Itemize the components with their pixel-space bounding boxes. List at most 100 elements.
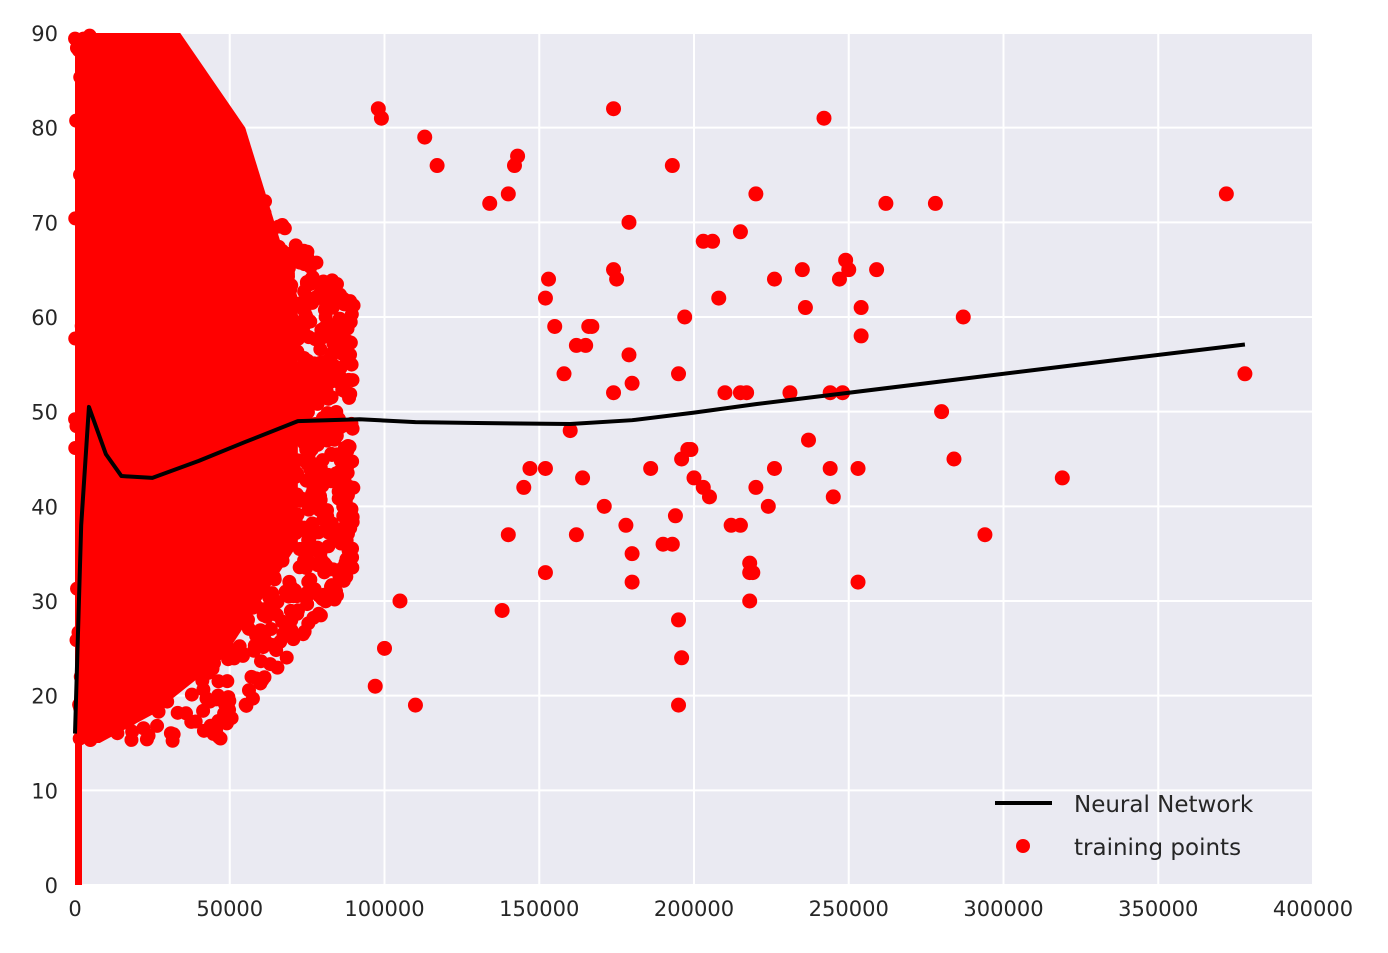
training-point (711, 290, 727, 306)
training-point (766, 271, 782, 287)
training-point-dense (343, 386, 358, 401)
training-point-dense (122, 626, 137, 641)
training-point-dense (110, 726, 125, 741)
training-point-dense (251, 243, 266, 258)
training-point-dense (275, 553, 290, 568)
training-point-dense (230, 375, 245, 390)
training-point (748, 186, 764, 202)
training-point (671, 366, 687, 382)
training-point-dense (190, 251, 205, 266)
training-point (816, 110, 832, 126)
training-point-dense (165, 626, 180, 641)
training-point-dense (87, 719, 102, 734)
training-point-dense (258, 290, 273, 305)
training-point-dense (137, 416, 152, 431)
training-point-dense (253, 654, 268, 669)
training-point-dense (281, 511, 296, 526)
training-point-dense (169, 542, 184, 557)
training-point-dense (73, 70, 88, 85)
training-point-dense (164, 366, 179, 381)
training-point-dense (345, 373, 360, 388)
training-point (705, 233, 721, 249)
training-point-dense (116, 42, 131, 57)
training-point (556, 366, 572, 382)
training-point-dense (218, 499, 233, 514)
training-point-dense (195, 500, 210, 515)
training-point-dense (114, 105, 129, 120)
training-point (701, 489, 717, 505)
training-point-dense (180, 220, 195, 235)
training-point-dense (160, 146, 175, 161)
training-point (568, 337, 584, 353)
training-point-dense (269, 498, 284, 513)
training-point-dense (124, 241, 139, 256)
training-point-dense (143, 381, 158, 396)
training-point-dense (241, 512, 256, 527)
training-point-dense (290, 487, 305, 502)
training-point-dense (267, 570, 282, 585)
training-point-dense (185, 202, 200, 217)
training-point-dense (258, 304, 273, 319)
training-point-dense (85, 68, 100, 83)
training-point (760, 498, 776, 514)
training-point-dense (102, 540, 117, 555)
training-point-dense (113, 334, 128, 349)
training-point-dense (276, 315, 291, 330)
training-point-dense (130, 131, 145, 146)
training-point-dense (175, 412, 190, 427)
training-point-dense (138, 511, 153, 526)
training-point (667, 508, 683, 524)
training-point-dense (93, 78, 108, 93)
training-point-dense (254, 398, 269, 413)
training-point-dense (333, 453, 348, 468)
training-point (547, 318, 563, 334)
training-point-dense (233, 265, 248, 280)
training-point-dense (165, 581, 180, 596)
training-point-dense (320, 503, 335, 518)
training-point-dense (248, 597, 263, 612)
training-point (850, 574, 866, 590)
training-point (841, 262, 857, 278)
training-point-dense (202, 470, 217, 485)
training-point-dense (222, 291, 237, 306)
training-point-dense (263, 622, 278, 637)
training-point (562, 423, 578, 439)
training-point-dense (196, 703, 211, 718)
training-point-dense (196, 682, 211, 697)
neural-network-line-group (73, 342, 1246, 734)
training-point-dense (158, 222, 173, 237)
training-point (429, 158, 445, 174)
y-tick-label: 50 (31, 401, 58, 425)
training-point-dense (140, 245, 155, 260)
training-point-dense (202, 215, 217, 230)
training-point-dense (88, 575, 103, 590)
training-point (977, 527, 993, 543)
training-point-dense (187, 276, 202, 291)
training-point-dense (207, 362, 222, 377)
training-point-dense (327, 592, 342, 607)
training-point (853, 328, 869, 344)
training-point-dense (154, 174, 169, 189)
legend: Neural Network training points (995, 792, 1254, 861)
training-point (850, 460, 866, 476)
training-point (516, 479, 532, 495)
training-point-dense (204, 430, 219, 445)
training-point-dense (154, 404, 169, 419)
training-point (831, 271, 847, 287)
training-point-dense (246, 643, 261, 658)
training-point-dense (239, 583, 254, 598)
training-point-dense (166, 271, 181, 286)
training-point-dense (143, 609, 158, 624)
training-point-dense (95, 640, 110, 655)
training-point-dense (124, 700, 139, 715)
training-point-dense (313, 608, 328, 623)
training-point (417, 129, 433, 145)
training-point-dense (105, 407, 120, 422)
x-axis-ticks: 0 50000 100000 150000 200000 250000 300000 3500… (68, 897, 1353, 921)
training-point-dense (100, 218, 115, 233)
training-point-dense (192, 436, 207, 451)
training-point (407, 697, 423, 713)
legend-label-neural-network: Neural Network (1074, 792, 1254, 818)
training-point-dense (346, 480, 361, 495)
training-point-dense (124, 453, 139, 468)
